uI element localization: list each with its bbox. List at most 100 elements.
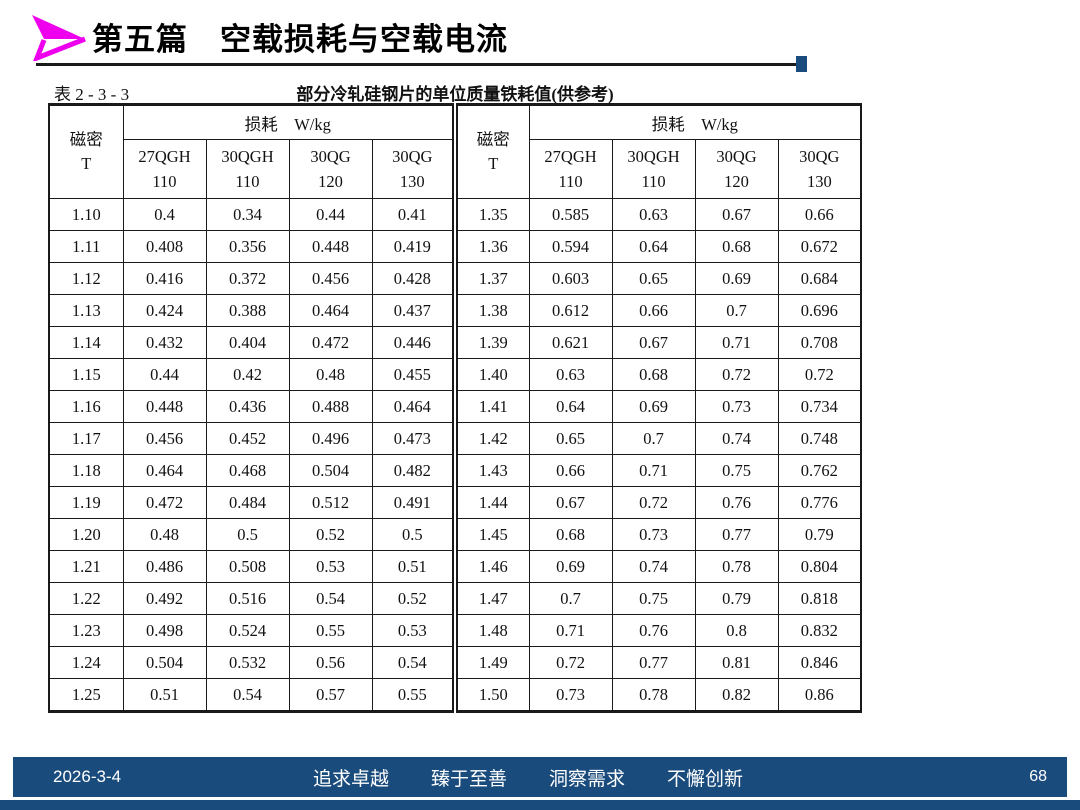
flux-density-cell: 1.22	[48, 582, 124, 615]
loss-value-cell: 0.524	[205, 614, 290, 647]
loss-value-cell: 0.69	[528, 550, 613, 583]
table-row: 1.10 0.4 0.34 0.44 0.41 1.35 0.585 0.63 0.67 0.66	[48, 198, 862, 231]
loss-value-cell: 0.419	[371, 230, 456, 263]
flux-density-cell: 1.48	[452, 614, 530, 647]
flux-density-cell: 1.13	[48, 294, 124, 327]
loss-value-cell: 0.76	[611, 614, 696, 647]
loss-value-cell: 0.491	[371, 486, 456, 519]
loss-value-cell: 0.73	[694, 390, 779, 423]
loss-value-cell: 0.51	[371, 550, 456, 583]
loss-value-cell: 0.356	[205, 230, 290, 263]
loss-value-cell: 0.79	[694, 582, 779, 615]
loss-value-cell: 0.48	[122, 518, 207, 551]
loss-value-cell: 0.77	[694, 518, 779, 551]
flux-density-cell: 1.46	[452, 550, 530, 583]
loss-value-cell: 0.48	[288, 358, 373, 391]
footer-slogans: 追求卓越 臻于至善 洞察需求 不懈创新	[313, 764, 743, 791]
loss-value-cell: 0.66	[777, 198, 862, 231]
loss-value-cell: 0.748	[777, 422, 862, 455]
table-row: 1.17 0.456 0.452 0.496 0.473 1.42 0.65 0.7 0.74 0…	[48, 422, 862, 455]
grade-column-header: 30QGH 110	[205, 139, 290, 199]
loss-value-cell: 0.67	[528, 486, 613, 519]
table-number-label: 表 2 - 3 - 3	[54, 85, 130, 104]
flux-density-cell: 1.17	[48, 422, 124, 455]
loss-value-cell: 0.63	[611, 198, 696, 231]
loss-value-cell: 0.64	[611, 230, 696, 263]
flux-density-unit: T	[81, 154, 92, 173]
loss-value-cell: 0.455	[371, 358, 456, 391]
loss-value-cell: 0.496	[288, 422, 373, 455]
loss-value-cell: 0.612	[528, 294, 613, 327]
flux-density-cell: 1.49	[452, 646, 530, 679]
loss-value-cell: 0.69	[694, 262, 779, 295]
flux-density-cell: 1.36	[452, 230, 530, 263]
flux-density-label: 磁密	[69, 130, 103, 149]
loss-value-cell: 0.472	[122, 486, 207, 519]
loss-value-cell: 0.77	[611, 646, 696, 679]
flux-density-cell: 1.16	[48, 390, 124, 423]
loss-value-cell: 0.54	[371, 646, 456, 679]
loss-value-cell: 0.696	[777, 294, 862, 327]
loss-value-cell: 0.404	[205, 326, 290, 359]
flux-density-header-right: 磁密 T	[452, 104, 530, 199]
loss-value-cell: 0.486	[122, 550, 207, 583]
table-row: 1.12 0.416 0.372 0.456 0.428 1.37 0.603 0.65 0.6…	[48, 262, 862, 295]
loss-value-cell: 0.492	[122, 582, 207, 615]
flux-density-cell: 1.10	[48, 198, 124, 231]
loss-value-cell: 0.73	[528, 678, 613, 712]
loss-value-cell: 0.72	[777, 358, 862, 391]
loss-value-cell: 0.56	[288, 646, 373, 679]
loss-value-cell: 0.74	[694, 422, 779, 455]
slogan: 不懈创新	[667, 768, 744, 790]
loss-value-cell: 0.76	[694, 486, 779, 519]
table-caption: 部分冷轧硅钢片的单位质量铁耗值(供参考)	[296, 85, 614, 104]
flux-density-cell: 1.42	[452, 422, 530, 455]
table-row: 1.14 0.432 0.404 0.472 0.446 1.39 0.621 0.67 0.7…	[48, 326, 862, 359]
footer-bar: 2026-3-4 追求卓越 臻于至善 洞察需求 不懈创新 68	[13, 757, 1067, 797]
loss-value-cell: 0.508	[205, 550, 290, 583]
table-row: 1.24 0.504 0.532 0.56 0.54 1.49 0.72 0.77 0.81 0.…	[48, 646, 862, 679]
flux-density-cell: 1.11	[48, 230, 124, 263]
loss-value-cell: 0.603	[528, 262, 613, 295]
table-body: 1.10 0.4 0.34 0.44 0.41 1.35 0.585 0.63 0.67 0.66…	[48, 198, 862, 712]
loss-value-cell: 0.7	[611, 422, 696, 455]
table-row: 1.23 0.498 0.524 0.55 0.53 1.48 0.71 0.76 0.8 0.8…	[48, 614, 862, 647]
table-header-row-group: 磁密 T 损耗 W/kg 磁密 T 损耗 W/kg	[48, 104, 862, 199]
loss-value-cell: 0.818	[777, 582, 862, 615]
loss-value-cell: 0.437	[371, 294, 456, 327]
loss-value-cell: 0.708	[777, 326, 862, 359]
loss-value-cell: 0.594	[528, 230, 613, 263]
slogan: 臻于至善	[430, 768, 507, 790]
loss-value-cell: 0.456	[288, 262, 373, 295]
loss-value-cell: 0.65	[611, 262, 696, 295]
loss-value-cell: 0.34	[205, 198, 290, 231]
loss-value-cell: 0.44	[288, 198, 373, 231]
loss-value-cell: 0.456	[122, 422, 207, 455]
table-row: 1.19 0.472 0.484 0.512 0.491 1.44 0.67 0.72 0.76…	[48, 486, 862, 519]
loss-value-cell: 0.416	[122, 262, 207, 295]
loss-value-cell: 0.67	[611, 326, 696, 359]
grade-column-header: 30QG 130	[777, 139, 862, 199]
loss-value-cell: 0.53	[288, 550, 373, 583]
loss-value-cell: 0.55	[288, 614, 373, 647]
loss-value-cell: 0.41	[371, 198, 456, 231]
loss-value-cell: 0.424	[122, 294, 207, 327]
loss-value-cell: 0.54	[205, 678, 290, 712]
flux-density-cell: 1.47	[452, 582, 530, 615]
loss-value-cell: 0.7	[528, 582, 613, 615]
loss-value-cell: 0.79	[777, 518, 862, 551]
flux-density-cell: 1.12	[48, 262, 124, 295]
loss-value-cell: 0.81	[694, 646, 779, 679]
loss-value-cell: 0.448	[288, 230, 373, 263]
loss-value-cell: 0.57	[288, 678, 373, 712]
loss-value-cell: 0.71	[528, 614, 613, 647]
flux-density-cell: 1.45	[452, 518, 530, 551]
table-row: 1.25 0.51 0.54 0.57 0.55 1.50 0.73 0.78 0.82 0.86	[48, 678, 862, 712]
table-row: 1.13 0.424 0.388 0.464 0.437 1.38 0.612 0.66 0.7…	[48, 294, 862, 327]
loss-value-cell: 0.498	[122, 614, 207, 647]
loss-value-cell: 0.846	[777, 646, 862, 679]
loss-value-cell: 0.5	[371, 518, 456, 551]
loss-value-cell: 0.7	[694, 294, 779, 327]
loss-value-cell: 0.468	[205, 454, 290, 487]
loss-value-cell: 0.504	[288, 454, 373, 487]
